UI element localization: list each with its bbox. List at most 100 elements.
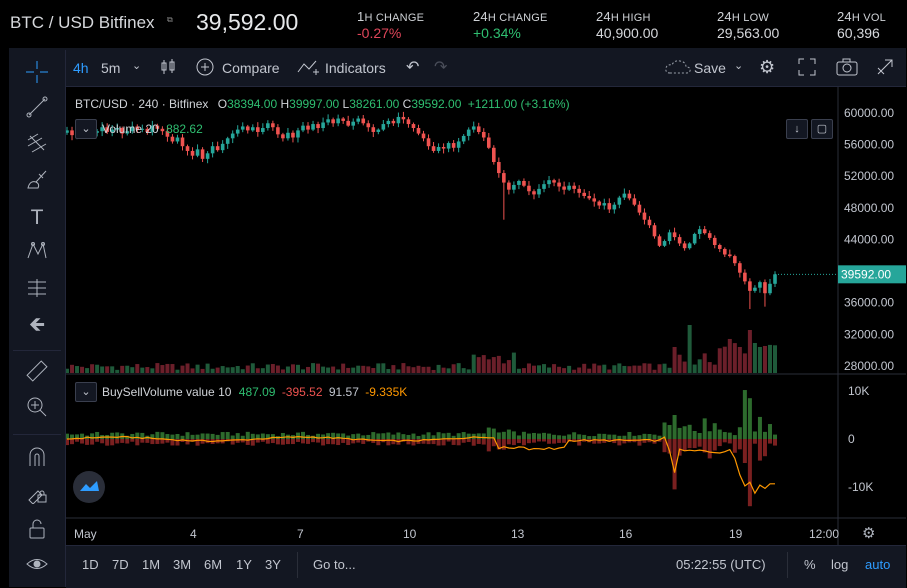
candle-body xyxy=(341,118,345,121)
compare-icon[interactable] xyxy=(196,58,214,79)
tradingview-logo-icon[interactable] xyxy=(73,471,105,503)
text-tool-icon[interactable]: T xyxy=(30,206,44,229)
sell-volume-bar xyxy=(521,439,526,446)
candle-body xyxy=(763,282,767,294)
sell-volume-bar xyxy=(501,439,506,450)
lock-drawing-icon[interactable] xyxy=(23,482,51,508)
range-button-1m[interactable]: 1M xyxy=(142,557,161,572)
symbol-label: BTC/USD · 240 · Bitfinex xyxy=(75,97,209,111)
sell-volume-bar xyxy=(150,439,155,445)
fib-retracement-icon[interactable] xyxy=(23,132,51,158)
sell-volume-bar xyxy=(451,439,456,445)
undo-icon[interactable]: ↶ xyxy=(406,59,420,76)
sell-volume-bar xyxy=(441,439,446,446)
copy-icon[interactable]: ⧉ xyxy=(167,15,173,24)
forecast-icon[interactable] xyxy=(23,276,51,302)
candle-body xyxy=(336,118,340,124)
trend-line-icon[interactable] xyxy=(23,96,51,122)
buy-volume-bar xyxy=(461,432,466,439)
log-toggle[interactable]: log xyxy=(831,557,849,572)
buy-volume-bar xyxy=(667,425,672,439)
indicators-button[interactable]: Indicators xyxy=(325,60,386,76)
buy-volume-bar xyxy=(260,433,265,439)
interval-dropdown-icon[interactable]: ⌄ xyxy=(132,60,142,72)
buy-volume-bar xyxy=(165,434,170,439)
maximize-pane-icon[interactable]: ▢ xyxy=(811,119,833,139)
candle-body xyxy=(411,124,416,129)
volume-bar xyxy=(180,365,185,373)
collapse-indicator-icon[interactable]: ⌄ xyxy=(75,382,97,402)
volume-bar xyxy=(707,362,712,373)
interval-4h-button[interactable]: 4h xyxy=(73,60,89,76)
candle-body xyxy=(547,180,551,185)
stat-low: 24H LOW 29,563.00 xyxy=(717,9,779,41)
scroll-down-icon[interactable]: ↓ xyxy=(786,119,808,139)
range-button-1d[interactable]: 1D xyxy=(82,557,99,572)
sell-volume-bar xyxy=(672,439,677,490)
sell-volume-bar xyxy=(306,439,311,444)
range-button-6m[interactable]: 6M xyxy=(204,557,223,572)
compare-button[interactable]: Compare xyxy=(222,60,280,76)
chart-style-icon[interactable] xyxy=(160,58,176,79)
volume-bar xyxy=(70,364,75,373)
range-button-1y[interactable]: 1Y xyxy=(236,557,252,572)
auto-toggle[interactable]: auto xyxy=(865,557,891,572)
volume-bar xyxy=(265,364,270,373)
back-arrow-icon[interactable]: 🡸 xyxy=(28,314,46,336)
candle-body xyxy=(522,180,526,186)
sell-volume-bar xyxy=(75,439,80,442)
settings-gear-icon[interactable]: ⚙ xyxy=(759,57,776,77)
axis-settings-gear-icon[interactable]: ⚙ xyxy=(862,525,876,542)
buy-volume-bar xyxy=(336,433,341,439)
buy-volume-bar xyxy=(702,418,707,439)
magnet-icon[interactable] xyxy=(23,446,51,472)
indicators-icon[interactable] xyxy=(297,58,321,79)
sell-volume-bar xyxy=(105,439,110,446)
buy-volume-bar xyxy=(170,434,175,439)
popout-arrows-icon[interactable] xyxy=(876,58,894,79)
save-dropdown-icon[interactable]: ⌄ xyxy=(734,60,744,72)
drawing-toolbar: T 🡸 xyxy=(9,50,66,587)
lock-icon[interactable] xyxy=(23,518,51,544)
sell-volume-bar xyxy=(727,439,732,444)
brush-icon[interactable] xyxy=(23,168,51,194)
candle-body xyxy=(160,128,165,132)
sell-volume-bar xyxy=(461,439,466,443)
buy-volume-bar xyxy=(366,434,371,439)
buy-volume-bar xyxy=(657,435,662,439)
price-chart[interactable]: 60000.00 56000.00 52000.00 48000.00 44000.00… xyxy=(66,87,906,545)
buy-volume-bar xyxy=(662,422,667,439)
zoom-in-icon[interactable] xyxy=(23,396,51,422)
stat-value: +0.34% xyxy=(473,25,521,41)
range-button-7d[interactable]: 7D xyxy=(112,557,129,572)
buy-volume-bar xyxy=(316,433,321,439)
collapse-legend-icon[interactable]: ⌄ xyxy=(75,119,97,139)
ruler-icon[interactable] xyxy=(23,360,51,386)
buy-volume-bar xyxy=(562,435,567,439)
snapshot-camera-icon[interactable] xyxy=(836,58,858,79)
fullscreen-icon[interactable] xyxy=(798,58,816,79)
redo-icon[interactable]: ↷ xyxy=(434,59,448,76)
candle-body xyxy=(351,121,356,126)
volume-bar xyxy=(75,366,80,373)
buy-volume-bar xyxy=(612,434,617,439)
buy-volume-bar xyxy=(762,431,767,439)
range-button-3y[interactable]: 3Y xyxy=(265,557,281,572)
buy-volume-bar xyxy=(381,433,386,439)
candle-body xyxy=(627,193,632,199)
sell-volume-bar xyxy=(361,439,366,444)
crosshair-icon[interactable] xyxy=(23,60,51,86)
sell-volume-bar xyxy=(537,439,541,442)
pattern-icon[interactable] xyxy=(23,240,51,266)
range-button-3m[interactable]: 3M xyxy=(173,557,192,572)
volume-bar xyxy=(120,365,125,373)
percent-toggle[interactable]: % xyxy=(804,557,816,572)
save-button[interactable]: Save xyxy=(694,60,726,76)
sell-volume-bar xyxy=(531,439,536,443)
volume-bar xyxy=(572,369,577,373)
goto-button[interactable]: Go to... xyxy=(313,557,356,572)
visibility-eye-icon[interactable] xyxy=(23,553,51,579)
volume-bar xyxy=(240,369,245,373)
volume-bar xyxy=(316,363,321,373)
interval-5m-button[interactable]: 5m xyxy=(101,60,121,76)
